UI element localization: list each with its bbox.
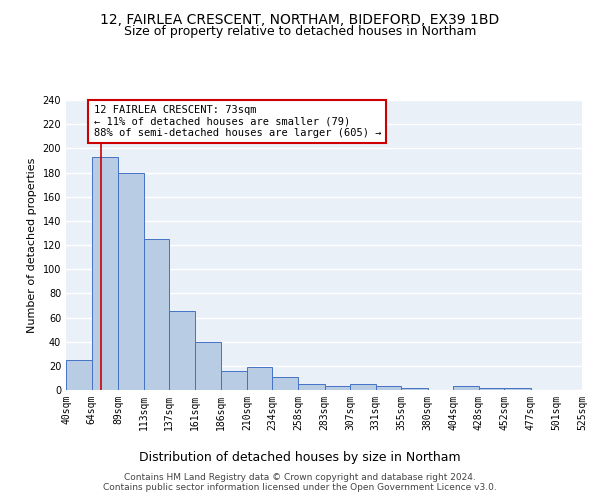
Y-axis label: Number of detached properties: Number of detached properties — [27, 158, 37, 332]
Text: Size of property relative to detached houses in Northam: Size of property relative to detached ho… — [124, 25, 476, 38]
Text: Contains HM Land Registry data © Crown copyright and database right 2024.
Contai: Contains HM Land Registry data © Crown c… — [103, 473, 497, 492]
Text: Distribution of detached houses by size in Northam: Distribution of detached houses by size … — [139, 451, 461, 464]
Bar — [298, 384, 325, 390]
Bar — [376, 386, 401, 390]
Bar — [350, 384, 376, 390]
Bar — [66, 360, 92, 390]
Text: 12, FAIRLEA CRESCENT, NORTHAM, BIDEFORD, EX39 1BD: 12, FAIRLEA CRESCENT, NORTHAM, BIDEFORD,… — [100, 12, 500, 26]
Bar — [118, 172, 143, 390]
Bar — [505, 388, 531, 390]
Bar — [195, 342, 221, 390]
Bar — [143, 239, 169, 390]
Bar — [221, 370, 247, 390]
Bar — [325, 386, 350, 390]
Bar — [401, 388, 428, 390]
Bar — [169, 312, 195, 390]
Bar — [92, 157, 118, 390]
Bar — [247, 367, 272, 390]
Bar — [272, 376, 298, 390]
Bar — [479, 388, 505, 390]
Bar — [453, 386, 479, 390]
Text: 12 FAIRLEA CRESCENT: 73sqm
← 11% of detached houses are smaller (79)
88% of semi: 12 FAIRLEA CRESCENT: 73sqm ← 11% of deta… — [94, 105, 381, 138]
